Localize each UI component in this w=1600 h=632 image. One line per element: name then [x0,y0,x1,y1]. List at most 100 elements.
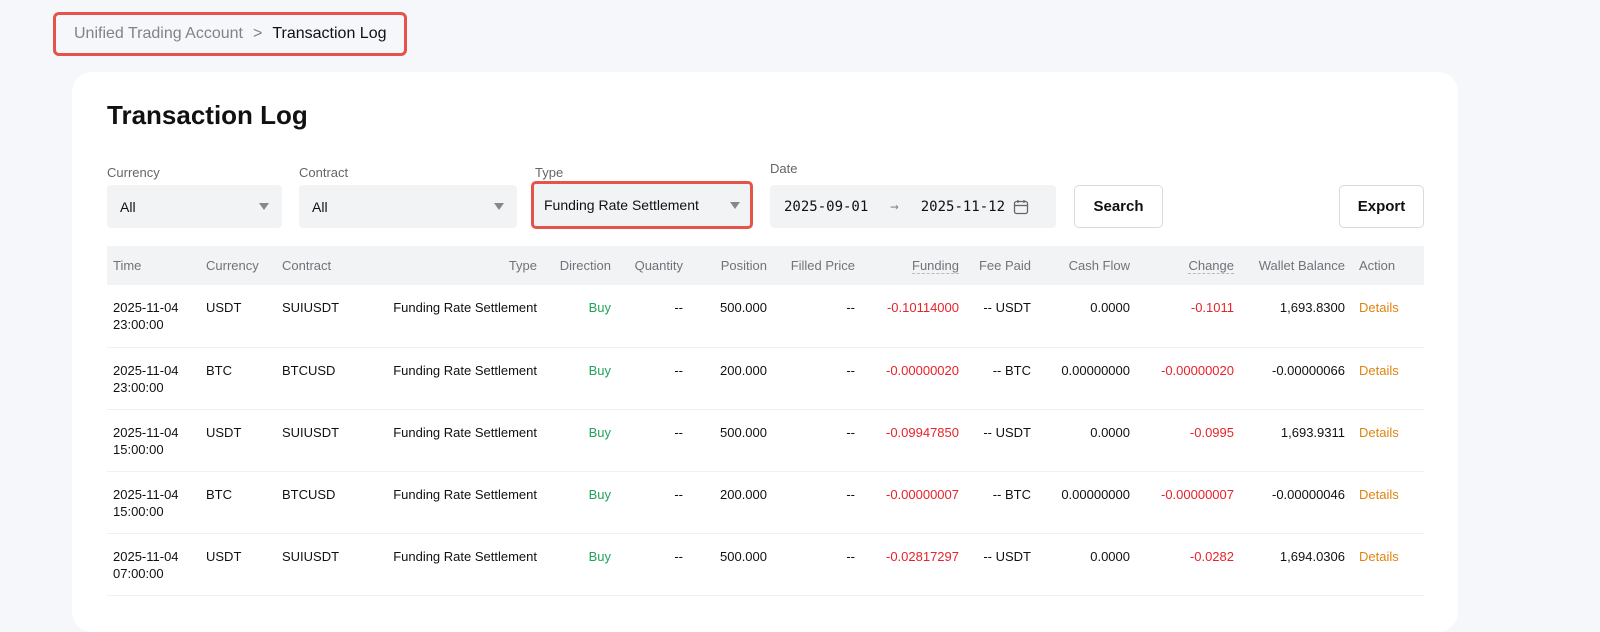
cell-value: 1,694.0306 [1279,548,1345,564]
cell-value: -- USDT [983,424,1031,440]
cell-time: 2025-11-04 15:00:00 [107,471,200,534]
column-header: Direction [545,246,619,285]
breadcrumb-separator: > [253,25,263,42]
currency-select[interactable]: All [107,185,282,228]
date-label: Date [770,161,798,176]
details-link[interactable]: Details [1359,548,1399,564]
column-header: Contract [276,246,372,285]
details-link[interactable]: Details [1359,362,1399,378]
cell-value: -0.00000020 [1160,362,1234,378]
details-link[interactable]: Details [1359,486,1399,502]
column-header: Currency [200,246,276,285]
cell-direction: Buy [545,533,619,596]
type-value: Funding Rate Settlement [544,197,699,213]
cell-filled-price: -- [775,347,863,410]
cell-value: -- [846,362,855,378]
page-title: Transaction Log [107,100,308,130]
cell-time: 07:00:00 [113,565,164,581]
column-header: Time [107,246,200,285]
cell-value: -0.09947850 [885,424,959,440]
breadcrumb-parent[interactable]: Unified Trading Account [74,25,243,42]
cell-action: Details [1353,347,1424,410]
cell-value: -- BTC [992,362,1031,378]
contract-select[interactable]: All [299,185,517,228]
cell-value: -0.00000020 [885,362,959,378]
cell-type: Funding Rate Settlement [372,471,545,534]
cell-filled-price: -- [775,533,863,596]
date-end[interactable]: 2025-11-12 [920,198,1006,215]
cell-value: SUIUSDT [282,548,340,564]
cell-quantity: -- [619,533,691,596]
cell-time: 23:00:00 [113,317,164,332]
cell-value: 500.000 [720,300,767,315]
cell-action: Details [1353,285,1424,348]
cell-value: Funding Rate Settlement [393,300,537,315]
cell-time: 2025-11-04 23:00:00 [107,285,200,348]
cell-wallet-balance: -0.00000046 [1242,471,1353,534]
cell-change: -0.0995 [1138,409,1242,472]
cell-position: 500.000 [691,285,775,348]
column-header: Filled Price [775,246,863,285]
column-header-label: Quantity [634,258,683,273]
cell-value: BTCUSD [282,362,336,378]
breadcrumb-current: Transaction Log [272,25,387,42]
cell-date: 2025-11-04 [113,486,179,502]
column-header-label: Position [720,258,767,273]
date-range-picker[interactable]: 2025-09-01 → 2025-11-12 [770,185,1056,228]
cell-quantity: -- [619,409,691,472]
cell-value: Funding Rate Settlement [393,424,537,440]
date-start[interactable]: 2025-09-01 [784,198,869,215]
cell-value: USDT [206,548,242,564]
cell-currency: BTC [200,347,276,410]
caret-down-icon [494,203,504,210]
table-row: 2025-11-04 15:00:00 BTC BTCUSD Funding Rate … [107,471,1424,534]
cell-value: -- USDT [983,300,1031,315]
cell-wallet-balance: 1,693.9311 [1242,409,1353,472]
cell-value: 0.00000000 [1061,362,1130,378]
cell-value: -0.1011 [1190,300,1234,315]
table-row: 2025-11-04 23:00:00 USDT SUIUSDT Funding Rat… [107,285,1424,348]
cell-value: -- [846,300,855,315]
column-header-label: Action [1359,258,1396,273]
cell-contract: SUIUSDT [276,285,372,348]
column-header-label: Contract [282,258,332,273]
details-link[interactable]: Details [1359,424,1399,440]
cell-value: BTC [206,362,232,378]
cell-value: -- [674,548,683,564]
cell-value: USDT [206,424,242,440]
cell-value: USDT [206,300,242,315]
details-link[interactable]: Details [1359,300,1399,315]
cell-funding: -0.09947850 [863,409,967,472]
cell-value: Funding Rate Settlement [393,486,537,502]
cell-funding: -0.02817297 [863,533,967,596]
cell-direction: Buy [545,347,619,410]
search-button[interactable]: Search [1074,185,1163,228]
type-label: Type [535,165,564,180]
table-row: 2025-11-04 07:00:00 USDT SUIUSDT Funding Rat… [107,533,1424,596]
cell-type: Funding Rate Settlement [372,533,545,596]
cell-value: -- [674,362,683,378]
cell-fee-paid: -- BTC [967,347,1039,410]
cell-value: -- [846,486,855,502]
column-header-label: Change [1188,258,1234,274]
calendar-icon [1013,199,1029,214]
cell-time: 2025-11-04 23:00:00 [107,347,200,410]
cell-value: -- USDT [983,548,1031,564]
cell-contract: SUIUSDT [276,409,372,472]
cell-value: 500.000 [720,424,767,440]
cell-fee-paid: -- USDT [967,533,1039,596]
cell-value: Buy [588,300,611,315]
cell-value: 0.00000000 [1061,486,1130,502]
cell-value: 1,693.8300 [1279,300,1345,315]
type-select[interactable]: Funding Rate Settlement [531,181,753,229]
cell-value: -- [674,424,683,440]
cell-fee-paid: -- BTC [967,471,1039,534]
cell-action: Details [1353,533,1424,596]
export-button[interactable]: Export [1339,185,1424,228]
cell-change: -0.0282 [1138,533,1242,596]
cell-date: 2025-11-04 [113,300,179,315]
contract-label: Contract [299,165,349,180]
arrow-right-icon: → [890,198,899,215]
cell-position: 500.000 [691,533,775,596]
cell-value: -0.02817297 [885,548,959,564]
